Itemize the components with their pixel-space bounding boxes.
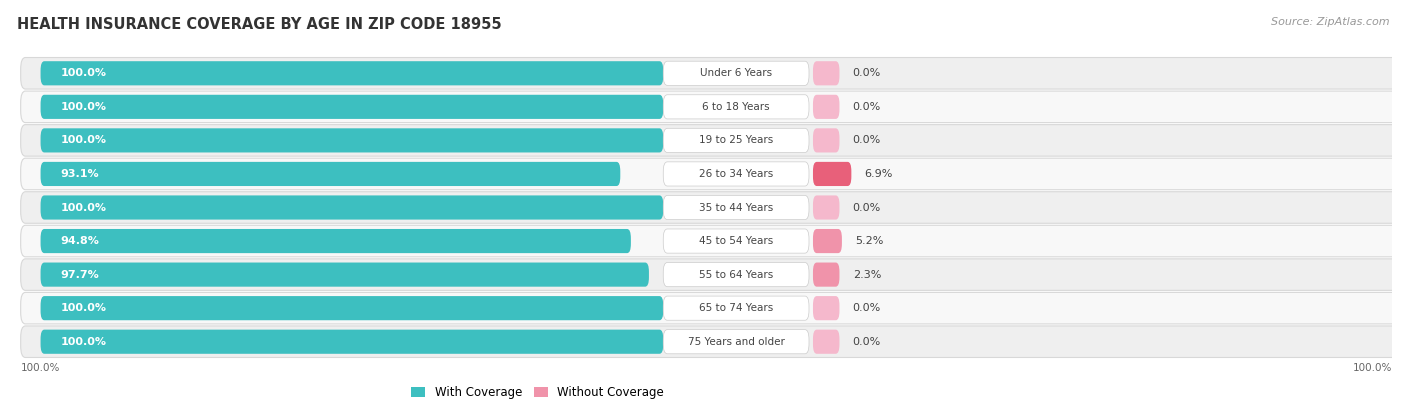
Text: 100.0%: 100.0% — [21, 363, 60, 373]
FancyBboxPatch shape — [813, 296, 839, 320]
Text: 0.0%: 0.0% — [852, 102, 882, 112]
Text: 100.0%: 100.0% — [60, 303, 107, 313]
Text: 5.2%: 5.2% — [855, 236, 883, 246]
Text: 75 Years and older: 75 Years and older — [688, 337, 785, 347]
FancyBboxPatch shape — [664, 61, 808, 85]
Text: 100.0%: 100.0% — [1353, 363, 1392, 373]
FancyBboxPatch shape — [41, 229, 631, 253]
Text: 100.0%: 100.0% — [60, 203, 107, 212]
Text: 55 to 64 Years: 55 to 64 Years — [699, 270, 773, 280]
Text: 0.0%: 0.0% — [852, 68, 882, 78]
FancyBboxPatch shape — [41, 61, 664, 85]
FancyBboxPatch shape — [664, 330, 808, 354]
Text: 0.0%: 0.0% — [852, 135, 882, 145]
FancyBboxPatch shape — [664, 195, 808, 220]
Text: Source: ZipAtlas.com: Source: ZipAtlas.com — [1271, 17, 1389, 27]
FancyBboxPatch shape — [664, 95, 808, 119]
Text: 26 to 34 Years: 26 to 34 Years — [699, 169, 773, 179]
FancyBboxPatch shape — [664, 128, 808, 152]
FancyBboxPatch shape — [41, 195, 664, 220]
Text: 35 to 44 Years: 35 to 44 Years — [699, 203, 773, 212]
FancyBboxPatch shape — [813, 195, 839, 220]
FancyBboxPatch shape — [813, 330, 839, 354]
FancyBboxPatch shape — [21, 259, 1399, 290]
FancyBboxPatch shape — [813, 61, 839, 85]
FancyBboxPatch shape — [664, 296, 808, 320]
Legend: With Coverage, Without Coverage: With Coverage, Without Coverage — [406, 381, 669, 403]
FancyBboxPatch shape — [21, 124, 1399, 156]
Text: 45 to 54 Years: 45 to 54 Years — [699, 236, 773, 246]
Text: 100.0%: 100.0% — [60, 135, 107, 145]
FancyBboxPatch shape — [813, 229, 842, 253]
FancyBboxPatch shape — [41, 263, 650, 287]
Text: 100.0%: 100.0% — [60, 102, 107, 112]
FancyBboxPatch shape — [813, 128, 839, 152]
FancyBboxPatch shape — [813, 95, 839, 119]
Text: 93.1%: 93.1% — [60, 169, 98, 179]
FancyBboxPatch shape — [664, 229, 808, 253]
Text: 19 to 25 Years: 19 to 25 Years — [699, 135, 773, 145]
FancyBboxPatch shape — [21, 192, 1399, 223]
FancyBboxPatch shape — [41, 296, 664, 320]
FancyBboxPatch shape — [21, 225, 1399, 257]
FancyBboxPatch shape — [41, 95, 664, 119]
Text: 2.3%: 2.3% — [852, 270, 882, 280]
Text: 6.9%: 6.9% — [865, 169, 893, 179]
Text: 97.7%: 97.7% — [60, 270, 100, 280]
FancyBboxPatch shape — [41, 128, 664, 152]
FancyBboxPatch shape — [21, 293, 1399, 324]
Text: 100.0%: 100.0% — [60, 68, 107, 78]
FancyBboxPatch shape — [21, 91, 1399, 122]
FancyBboxPatch shape — [21, 158, 1399, 190]
FancyBboxPatch shape — [813, 162, 852, 186]
FancyBboxPatch shape — [21, 326, 1399, 357]
Text: 0.0%: 0.0% — [852, 337, 882, 347]
Text: 0.0%: 0.0% — [852, 203, 882, 212]
Text: 94.8%: 94.8% — [60, 236, 100, 246]
FancyBboxPatch shape — [41, 330, 664, 354]
Text: 0.0%: 0.0% — [852, 303, 882, 313]
Text: HEALTH INSURANCE COVERAGE BY AGE IN ZIP CODE 18955: HEALTH INSURANCE COVERAGE BY AGE IN ZIP … — [17, 17, 502, 32]
FancyBboxPatch shape — [21, 58, 1399, 89]
FancyBboxPatch shape — [813, 263, 839, 287]
Text: Under 6 Years: Under 6 Years — [700, 68, 772, 78]
Text: 65 to 74 Years: 65 to 74 Years — [699, 303, 773, 313]
Text: 6 to 18 Years: 6 to 18 Years — [703, 102, 770, 112]
Text: 100.0%: 100.0% — [60, 337, 107, 347]
FancyBboxPatch shape — [664, 162, 808, 186]
FancyBboxPatch shape — [41, 162, 620, 186]
FancyBboxPatch shape — [664, 263, 808, 287]
